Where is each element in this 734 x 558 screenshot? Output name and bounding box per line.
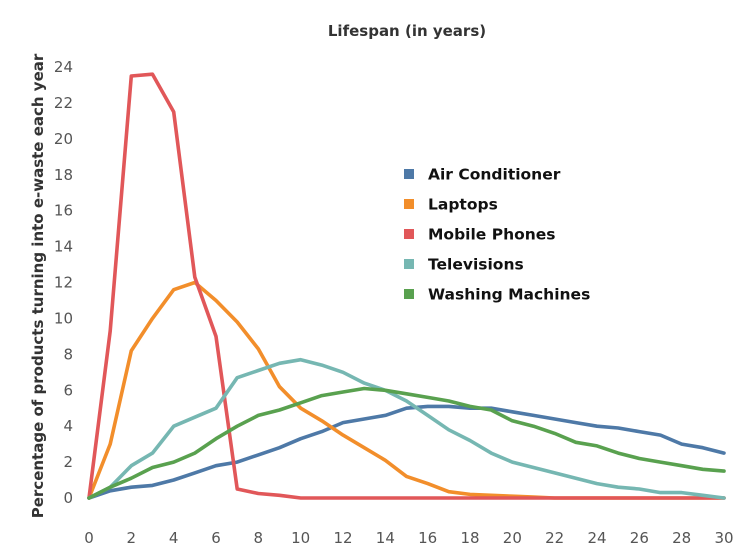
x-tick-label: 2: [127, 529, 137, 547]
legend-swatch-mobile-phones: [404, 229, 414, 239]
legend-swatch-washing-machines: [404, 289, 414, 299]
y-tick-label: 6: [63, 381, 73, 399]
legend-swatch-air-conditioner: [404, 169, 414, 179]
y-tick-label: 20: [54, 130, 73, 148]
y-tick-label: 12: [54, 274, 73, 292]
legend-swatch-televisions: [404, 259, 414, 269]
y-tick-label: 22: [54, 94, 73, 112]
y-tick-label: 16: [54, 202, 73, 220]
x-tick-label: 10: [291, 529, 310, 547]
x-tick-label: 28: [672, 529, 691, 547]
y-tick-label: 0: [63, 489, 73, 507]
legend-label-mobile-phones: Mobile Phones: [428, 226, 556, 244]
x-tick-label: 20: [503, 529, 522, 547]
x-tick-label: 16: [418, 529, 437, 547]
x-tick-label: 22: [545, 529, 564, 547]
x-tick-label: 8: [254, 529, 264, 547]
chart-title: Lifespan (in years): [328, 22, 486, 40]
y-tick-label: 14: [54, 238, 73, 256]
plot-area: [87, 72, 726, 500]
x-tick-label: 12: [333, 529, 352, 547]
legend-label-air-conditioner: Air Conditioner: [428, 166, 561, 184]
x-tick-label: 4: [169, 529, 179, 547]
y-axis-label: Percentage of products turning into e-wa…: [29, 53, 47, 518]
x-tick-label: 24: [587, 529, 606, 547]
series-line-air-conditioner: [87, 404, 726, 500]
x-tick-label: 18: [460, 529, 479, 547]
y-tick-label: 2: [63, 453, 73, 471]
y-tick-label: 4: [63, 417, 73, 435]
series-line-mobile-phones: [87, 72, 726, 500]
x-axis: 0 2 4 6 8 10 12 14 16 18 20 22 24 26 28 30: [84, 529, 733, 547]
legend-label-laptops: Laptops: [428, 196, 498, 214]
y-tick-label: 10: [54, 309, 73, 327]
legend-swatch-laptops: [404, 199, 414, 209]
y-tick-label: 18: [54, 166, 73, 184]
x-tick-label: 0: [84, 529, 94, 547]
legend-label-televisions: Televisions: [428, 256, 524, 274]
x-tick-label: 26: [630, 529, 649, 547]
y-tick-label: 8: [63, 345, 73, 363]
x-tick-label: 14: [376, 529, 395, 547]
series-line-televisions: [87, 357, 726, 500]
series-line-laptops: [87, 280, 726, 500]
x-tick-label: 30: [714, 529, 733, 547]
y-tick-label: 24: [54, 58, 73, 76]
legend: Air Conditioner Laptops Mobile Phones Telev…: [404, 166, 590, 304]
x-tick-label: 6: [211, 529, 221, 547]
legend-label-washing-machines: Washing Machines: [428, 286, 590, 304]
series-line-washing-machines: [87, 386, 726, 500]
